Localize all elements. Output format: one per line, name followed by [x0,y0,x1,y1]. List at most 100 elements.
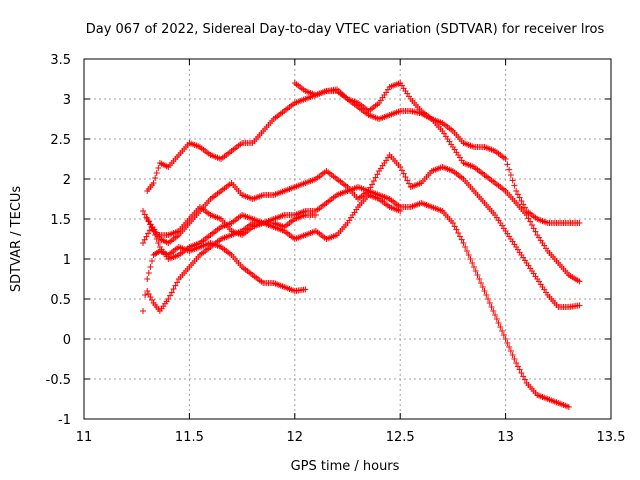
data-point [369,181,376,188]
data-point [486,300,493,306]
data-point [520,373,527,380]
data-point [462,244,469,250]
data-point [140,308,147,314]
data-point [514,363,521,370]
data-point [140,208,147,214]
x-tick-label: 13.5 [597,430,626,445]
data-point [511,182,518,189]
data-point [168,289,175,296]
y-tick-label: 3.5 [50,53,71,68]
data-point [474,272,481,278]
data-point [478,280,485,286]
data-point [145,270,152,276]
series-track-1 [144,80,583,226]
data-point [492,312,499,318]
plot-frame [83,58,612,420]
data-point [483,292,490,298]
data-point [485,296,492,302]
data-point [144,276,151,282]
data-point [153,170,160,176]
data-point [398,167,405,174]
data-point [453,226,460,233]
y-axis-label: SDTVAR / TECUs [9,186,24,293]
data-point [518,370,525,376]
data-point [520,201,527,208]
data-point [141,211,148,218]
data-point [530,225,537,232]
data-point [516,366,523,373]
y-tick-label: 2.5 [50,133,71,148]
data-point [469,260,476,266]
data-point [476,276,483,282]
data-point [463,248,470,254]
data-point [502,156,509,162]
data-point [470,264,477,270]
data-point [145,291,152,297]
data-point [528,222,535,228]
data-point [465,252,472,258]
x-tick-label: 11.5 [175,430,204,445]
grid [84,59,611,419]
data-point [397,164,404,170]
data-point [147,264,154,270]
data-point [302,286,309,293]
data-point [397,208,404,214]
data-point [481,288,488,294]
data-point [513,360,520,366]
data-point [404,177,411,184]
data-point [174,279,181,286]
x-axis-label: GPS time / hours [291,459,400,474]
data-point [449,220,456,226]
data-point [155,165,162,171]
data-point [472,268,479,274]
data-point [504,161,511,168]
data-point [370,178,377,184]
x-tick-label: 13 [497,430,514,445]
y-tick-label: 2 [63,173,71,188]
data-point [460,240,467,246]
data-point [143,214,150,221]
data-point [509,177,516,184]
data-point [153,236,160,242]
data-points [140,80,583,410]
data-point [532,228,539,235]
data-point [502,336,509,342]
data-point [499,328,506,334]
data-point [513,188,520,194]
data-point [506,344,513,350]
x-tick-label: 12.5 [386,430,415,445]
data-point [141,236,148,243]
data-point [467,256,474,262]
data-point [405,180,412,187]
series-track-7 [144,204,319,238]
y-tick-label: 1 [63,253,71,268]
data-point [521,376,528,383]
data-point [165,296,172,302]
data-point [402,174,409,180]
data-point [576,220,583,226]
series-track-4 [144,184,572,410]
data-point [518,198,525,204]
data-point [521,204,528,211]
data-point [516,194,523,201]
y-tick-label: -1 [58,413,71,428]
data-point [525,215,532,222]
data-point [495,320,502,326]
data-point [372,174,379,181]
data-point [507,348,514,354]
y-tick-label: 0 [63,333,71,348]
data-point [576,278,583,285]
data-point [576,302,583,309]
data-point [152,175,159,181]
data-point [150,180,157,186]
y-tick-label: -0.5 [46,373,71,388]
data-point [488,304,495,310]
data-point [504,340,511,346]
data-point [172,282,179,289]
data-point [565,404,572,410]
data-point [455,230,462,236]
data-point [145,230,152,237]
chart-title: Day 067 of 2022, Sidereal Day-to-day VTE… [86,22,605,37]
data-point [527,218,534,225]
series-track-3 [140,152,583,310]
